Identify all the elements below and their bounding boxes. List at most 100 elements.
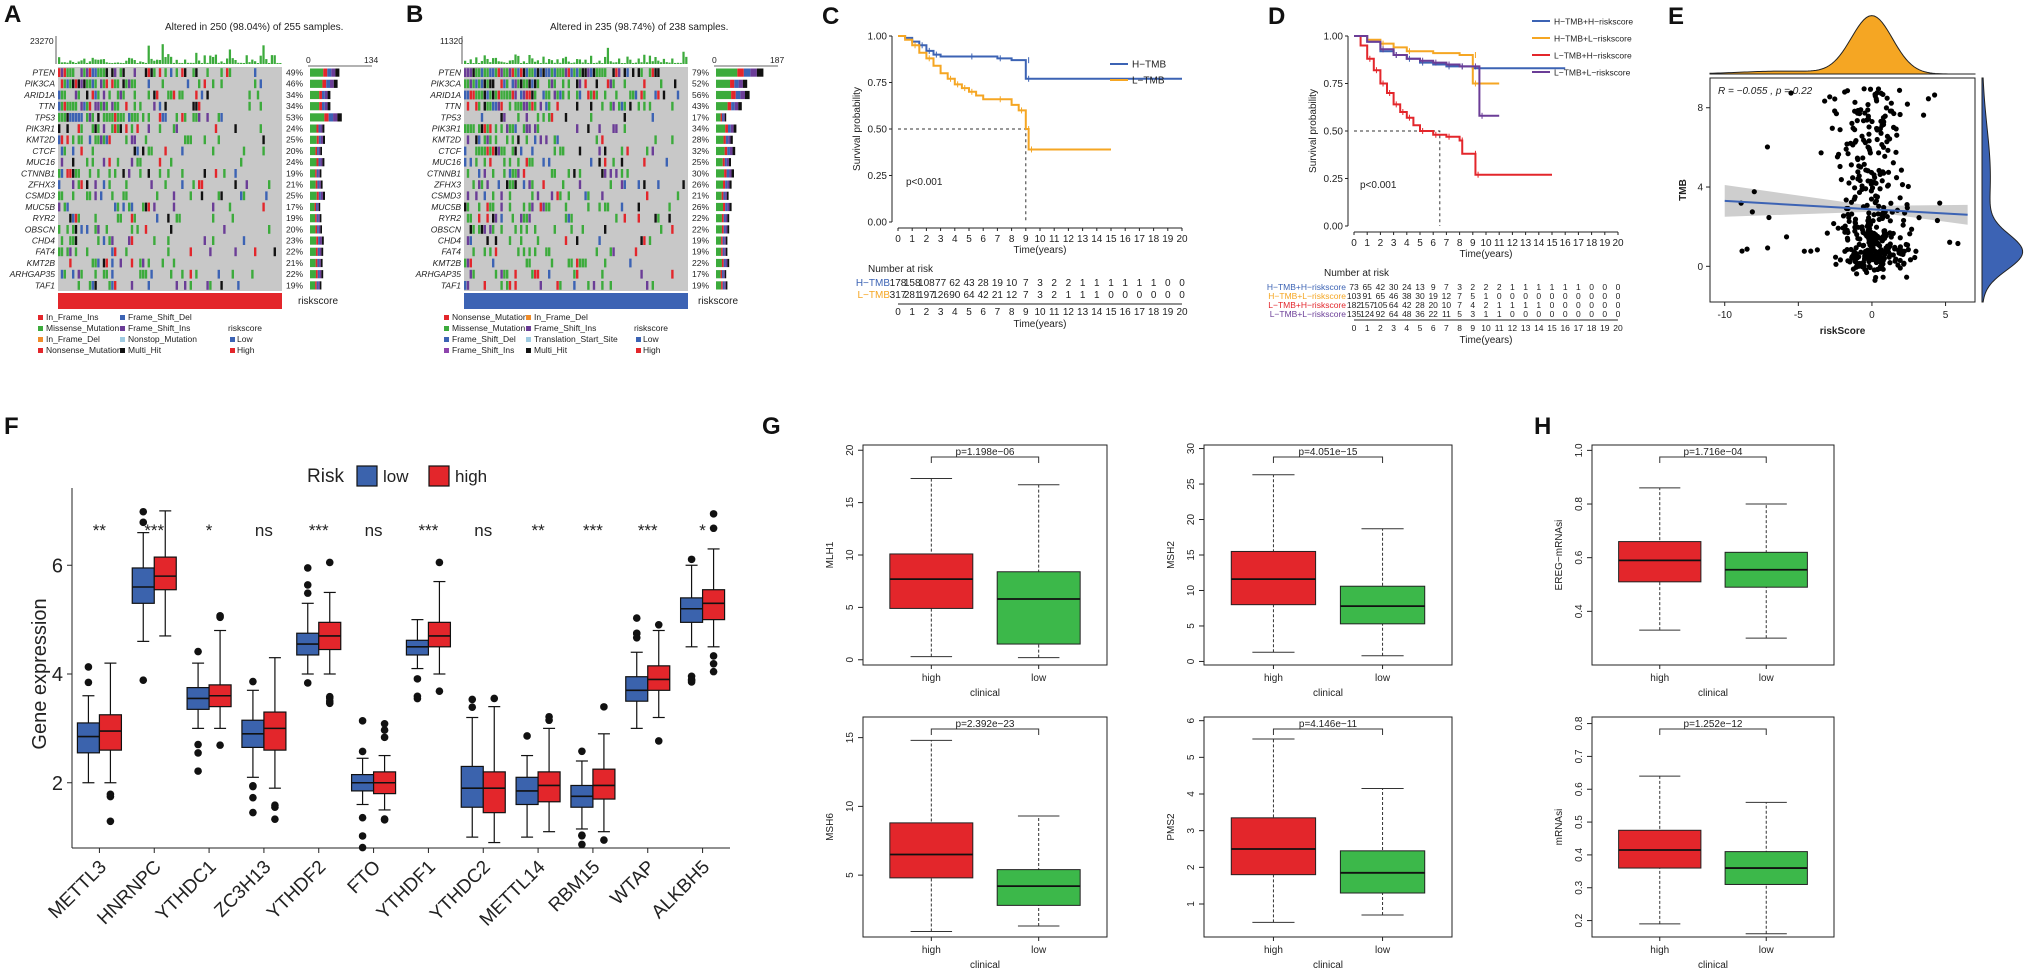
scatter-point [1864, 202, 1870, 208]
gene-freq-bar-segment [315, 247, 318, 256]
gene-freq-bar-segment [321, 270, 324, 279]
mutation-cell [108, 157, 111, 167]
mutation-cell [102, 68, 106, 77]
mutation-cell [69, 79, 72, 89]
risk-table-count: 2 [1484, 282, 1489, 292]
gene-freq-bar-segment [319, 169, 322, 178]
mutation-cell [248, 90, 251, 100]
mutation-cell [573, 169, 576, 178]
risk-table-x-tick: 3 [938, 307, 944, 318]
top-tmb-bar [69, 60, 72, 64]
mutation-cell [105, 225, 108, 234]
outlier-point [303, 581, 312, 589]
mutation-cell [606, 202, 610, 212]
mutation-cell [542, 113, 545, 122]
mutation-cell [198, 79, 201, 89]
mutation-cell [200, 191, 204, 201]
gene-freq-bar-segment [738, 102, 742, 111]
mutation-cell [69, 247, 72, 257]
gene-percent: 22% [692, 213, 709, 223]
x-tick-label: ALKBH5 [648, 857, 714, 923]
scatter-point [1897, 248, 1904, 254]
mutation-cell [74, 79, 78, 89]
legend-swatch [120, 348, 125, 353]
mutation-cell [520, 79, 523, 89]
top-tmb-bar [676, 62, 680, 64]
mutation-cell [612, 101, 615, 111]
top-tmb-bar [276, 62, 279, 64]
mutation-cell [534, 101, 537, 111]
gene-label: CTNNB1 [21, 168, 55, 178]
mutation-cell [139, 157, 142, 167]
outlier-point [249, 808, 257, 817]
top-tmb-bar [648, 55, 652, 64]
mutation-cell [494, 90, 498, 100]
gene-freq-bar-segment [750, 68, 757, 77]
mutation-cell [604, 202, 607, 212]
mutation-cell [522, 101, 526, 111]
legend-label: Frame_Shift_Ins [128, 323, 190, 333]
mutation-cell [181, 269, 184, 279]
mutation-cell [147, 258, 150, 268]
mutation-cell [464, 281, 467, 290]
top-tmb-bar [144, 62, 148, 64]
risk-table-count: 20 [1428, 300, 1438, 310]
scatter-point [1880, 258, 1886, 264]
gene-freq-bar-segment [324, 113, 329, 122]
mutation-cell [147, 68, 150, 77]
mutation-cell [161, 113, 164, 122]
mutation-cell [88, 101, 92, 111]
mutation-cell [472, 124, 475, 133]
mutation-cell [576, 236, 579, 245]
top-tmb-bar [108, 62, 111, 64]
scatter-point [1893, 149, 1899, 155]
gene-label: CSMD3 [25, 191, 55, 201]
scatter-point [1859, 186, 1865, 193]
risk-table-count: 2 [1497, 282, 1502, 292]
mutation-cell [475, 135, 478, 145]
mutation-cell [150, 180, 153, 189]
outlier-point [687, 555, 696, 564]
risk-table-x-tick: 18 [1587, 323, 1597, 333]
box-iqr [647, 665, 671, 691]
y-tick-label: 0.4 [1574, 848, 1585, 862]
mutation-cell [147, 202, 150, 212]
mutation-cell [469, 236, 472, 245]
risk-table-x-tick: 12 [1508, 323, 1518, 333]
mutation-cell [91, 258, 94, 268]
legend-swatch [356, 465, 378, 487]
mutation-cell [578, 169, 582, 178]
risk-table-count: 28 [1415, 300, 1425, 310]
gene-freq-bar-segment [727, 102, 732, 111]
mutation-cell [130, 225, 134, 234]
gene-freq-bar-segment [324, 90, 328, 100]
mutation-cell [122, 113, 125, 122]
y-axis-title: Survival probability [852, 87, 863, 171]
scatter-point [1899, 182, 1906, 188]
mutation-cell [514, 269, 517, 279]
top-tmb-bar [682, 51, 685, 64]
legend-title: Risk [307, 466, 344, 487]
x-tick-label: 9 [1023, 234, 1029, 245]
gene-freq-bar-segment [310, 158, 317, 167]
mutation-cell [486, 79, 489, 89]
scatter-point [1824, 230, 1830, 236]
scatter-point [1852, 228, 1858, 234]
top-tmb-bar [114, 62, 117, 64]
gene-freq-bar-segment [318, 281, 320, 290]
top-tmb-bar [665, 62, 668, 64]
scatter-point [1848, 246, 1854, 253]
mutation-cell [671, 101, 674, 111]
gene-freq-bar-segment [319, 90, 322, 100]
pvalue-bracket [930, 456, 1040, 463]
mutation-cell [592, 68, 596, 77]
gene-freq-bar-segment [310, 180, 316, 189]
mutation-cell [472, 269, 475, 279]
mutation-cell [620, 202, 624, 212]
mutation-cell [514, 281, 517, 290]
y-tick-label: 0.6 [1574, 782, 1585, 796]
scatter-point [1852, 224, 1858, 230]
mutation-cell [72, 157, 75, 167]
mutation-cell [80, 180, 83, 189]
risk-table-count: 0 [1616, 291, 1621, 301]
